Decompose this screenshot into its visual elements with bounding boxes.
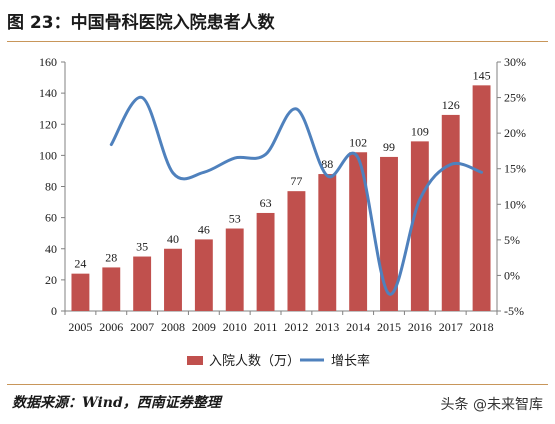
bar-series xyxy=(71,85,491,311)
left-tick-label: 140 xyxy=(39,86,57,100)
axes: 0 20 40 60 80 100 120 140 160 -5% 0% 5% 10% 15% 20% 25%… xyxy=(39,55,526,334)
right-tick-label: 25% xyxy=(504,91,526,105)
x-tick-label: 2006 xyxy=(99,320,123,334)
bar xyxy=(164,248,182,311)
data-label: 63 xyxy=(260,196,272,210)
x-tick-label: 2010 xyxy=(223,320,247,334)
data-label: 145 xyxy=(473,68,491,82)
bar xyxy=(380,156,398,311)
x-tick-label: 2007 xyxy=(130,320,154,334)
bar xyxy=(256,212,275,311)
line-series xyxy=(109,96,484,296)
data-label: 99 xyxy=(383,140,395,154)
bar xyxy=(410,141,429,311)
left-tick-label: 0 xyxy=(51,304,57,318)
bar xyxy=(71,273,90,311)
legend: 入院人数（万） 增长率 xyxy=(187,353,370,369)
watermark: 头条 @未来智库 xyxy=(440,397,543,413)
bar xyxy=(441,114,460,311)
x-tick-label: 2018 xyxy=(470,320,494,334)
x-tick-label: 2012 xyxy=(284,320,308,334)
data-label: 40 xyxy=(167,232,179,246)
data-labels: 24 28 35 40 46 53 63 77 88 102 99 109 126 145 xyxy=(74,68,490,270)
left-tick-label: 40 xyxy=(45,242,57,256)
right-tick-label: -5% xyxy=(504,304,524,318)
right-tick-label: 15% xyxy=(504,162,526,176)
legend-bar-swatch xyxy=(187,356,203,365)
bar xyxy=(225,228,244,311)
right-tick-label: 5% xyxy=(504,233,520,247)
source-note: 数据来源：Wind，西南证券整理 xyxy=(12,395,221,411)
legend-line-label: 增长率 xyxy=(331,353,370,369)
legend-bar-label: 入院人数（万） xyxy=(209,354,300,369)
bar xyxy=(318,174,337,311)
x-tick-label: 2017 xyxy=(439,320,463,334)
bar xyxy=(472,85,491,311)
left-tick-label: 80 xyxy=(45,180,57,194)
left-tick-label: 60 xyxy=(45,211,57,225)
left-tick-label: 120 xyxy=(39,117,57,131)
chart: 0 20 40 60 80 100 120 140 160 -5% 0% 5% 10% 15% 20% 25%… xyxy=(39,55,526,369)
data-label: 28 xyxy=(105,250,117,264)
left-tick-label: 160 xyxy=(39,55,57,69)
data-label: 77 xyxy=(290,174,302,188)
right-tick-label: 0% xyxy=(504,268,520,282)
top-divider xyxy=(7,41,548,42)
x-tick-label: 2009 xyxy=(192,320,216,334)
x-tick-label: 2016 xyxy=(408,320,432,334)
bar xyxy=(287,191,306,311)
bar xyxy=(194,239,213,311)
x-tick-label: 2005 xyxy=(68,320,92,334)
x-tick-label: 2013 xyxy=(315,320,339,334)
left-tick-label: 100 xyxy=(39,148,57,162)
x-tick-label: 2011 xyxy=(254,320,278,334)
right-tick-label: 30% xyxy=(504,55,526,69)
growth-rate-line xyxy=(109,96,484,296)
data-label: 46 xyxy=(198,222,210,236)
left-tick-label: 20 xyxy=(45,273,57,287)
right-tick-label: 10% xyxy=(504,197,526,211)
data-label: 109 xyxy=(411,124,429,138)
data-label: 88 xyxy=(321,157,333,171)
x-tick-label: 2014 xyxy=(346,320,370,334)
x-tick-label: 2015 xyxy=(377,320,401,334)
data-label: 102 xyxy=(349,135,367,149)
bar xyxy=(349,152,368,311)
bar xyxy=(133,256,152,311)
bottom-divider xyxy=(7,384,548,385)
right-tick-label: 20% xyxy=(504,126,526,140)
bar xyxy=(102,267,121,311)
x-tick-label: 2008 xyxy=(161,320,185,334)
data-label: 35 xyxy=(136,240,148,254)
data-label: 126 xyxy=(442,98,460,112)
chart-title: 图 23：中国骨科医院入院患者人数 xyxy=(7,13,275,33)
data-label: 24 xyxy=(74,257,86,271)
data-label: 53 xyxy=(229,212,241,226)
